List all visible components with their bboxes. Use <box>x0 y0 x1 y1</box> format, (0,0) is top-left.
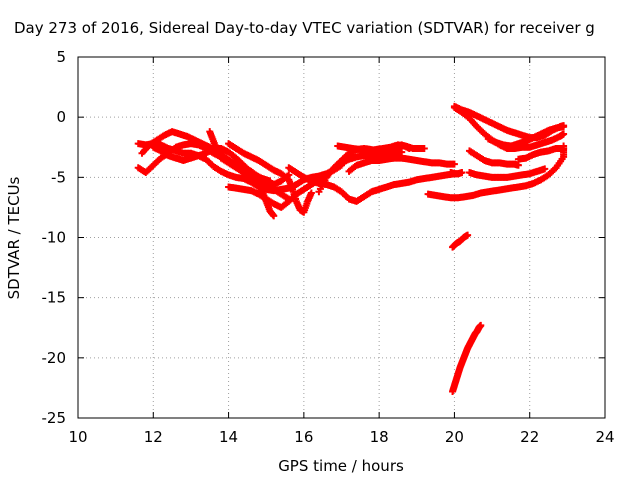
data-point <box>398 148 406 156</box>
y-tick-label: -15 <box>42 289 67 307</box>
series-21 <box>449 321 485 396</box>
data-point <box>464 231 472 239</box>
x-tick-label: 14 <box>219 428 238 446</box>
y-tick-label: 5 <box>56 48 66 66</box>
axis-ticks: 10 12 14 16 18 20 22 24 5 0 -5 -10 -15 -20 -25 <box>42 48 615 446</box>
series-10 <box>334 141 428 155</box>
x-tick-label: 20 <box>445 428 464 446</box>
data-point <box>458 169 466 177</box>
y-tick-label: 0 <box>56 108 66 126</box>
plot-frame <box>77 56 606 419</box>
data-point <box>450 160 458 168</box>
series-15 <box>450 102 568 142</box>
data-point <box>514 161 522 169</box>
data-point <box>477 321 485 329</box>
series-14 <box>465 165 549 181</box>
data-point <box>541 165 549 173</box>
series-18 <box>484 123 568 150</box>
x-axis-title: GPS time / hours <box>278 457 404 475</box>
chart-title: Day 273 of 2016, Sidereal Day-to-day VTE… <box>14 19 595 37</box>
grid-lines <box>78 57 605 418</box>
series-11 <box>345 154 458 175</box>
x-tick-label: 16 <box>294 428 313 446</box>
x-tick-label: 18 <box>370 428 389 446</box>
x-tick-label: 10 <box>68 428 87 446</box>
series-13 <box>465 147 522 169</box>
y-tick-label: -10 <box>42 229 67 247</box>
series-5 <box>206 128 278 220</box>
series-7 <box>225 141 413 211</box>
series-6 <box>225 140 315 216</box>
series-17 <box>514 144 568 163</box>
y-axis-title: SDTVAR / TECUs <box>5 176 23 299</box>
data-point <box>307 189 315 197</box>
data-point <box>560 130 568 138</box>
data-series <box>134 102 568 396</box>
x-tick-label: 24 <box>595 428 614 446</box>
data-point <box>560 144 568 152</box>
data-point <box>270 212 278 220</box>
x-tick-label: 22 <box>520 428 539 446</box>
series-12 <box>424 142 568 202</box>
series-20 <box>449 231 472 251</box>
data-point <box>420 144 428 152</box>
series-19 <box>447 169 466 178</box>
y-tick-label: -5 <box>51 168 66 186</box>
x-tick-label: 12 <box>144 428 163 446</box>
y-tick-label: -25 <box>42 409 67 427</box>
y-tick-label: -20 <box>42 349 67 367</box>
data-point <box>560 123 568 131</box>
